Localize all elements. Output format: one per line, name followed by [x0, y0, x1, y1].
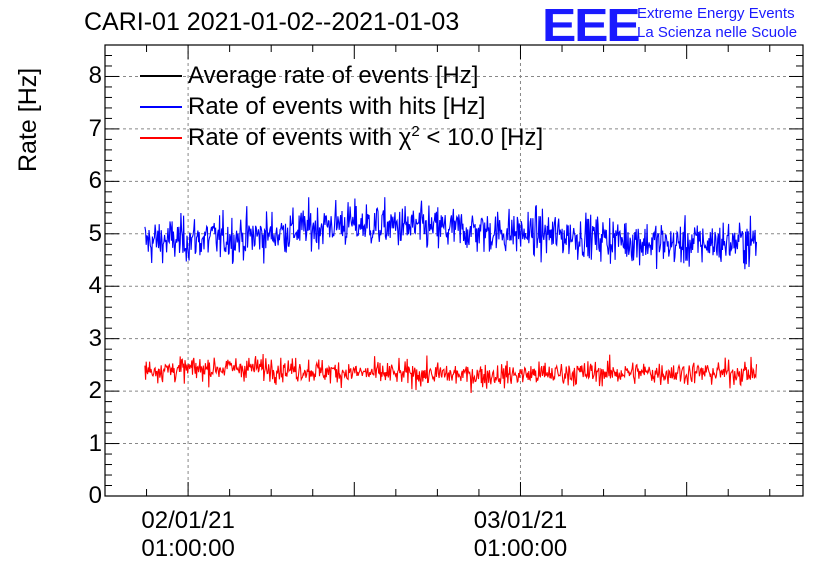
eee-logo: EEE [542, 0, 641, 51]
legend-item-average: Average rate of events [Hz] [140, 60, 543, 91]
legend-label-average: Average rate of events [Hz] [188, 61, 479, 89]
x-tick-date: 02/01/21 [141, 507, 235, 534]
x-tick-date: 03/01/21 [473, 507, 568, 534]
y-tick-label-4: 4 [88, 272, 102, 300]
x-tick-label-1: 03/01/21 01:00:00 [440, 507, 600, 563]
legend: Average rate of events [Hz] Rate of even… [140, 60, 543, 153]
series-line-1 [144, 197, 758, 270]
y-tick-label-6: 6 [88, 167, 102, 195]
y-tick-label-0: 0 [88, 482, 102, 509]
y-tick-label-1: 1 [88, 429, 102, 457]
y-tick-label-5: 5 [88, 219, 102, 247]
x-tick-time: 01:00:00 [473, 535, 568, 562]
legend-swatch-chi2 [140, 136, 182, 139]
series-line-2 [144, 353, 758, 394]
y-tick-label-7: 7 [88, 114, 102, 142]
x-tick-label-0: 02/01/21 01:00:00 [108, 507, 268, 563]
legend-swatch-average [140, 74, 182, 77]
plot-frame [104, 44, 804, 497]
y-axis-label: Rate [Hz] [14, 67, 42, 172]
y-tick-label-8: 8 [88, 62, 102, 90]
y-tick-label-2: 2 [88, 377, 102, 405]
legend-label-hits: Rate of events with hits [Hz] [188, 92, 486, 120]
y-tick-label-3: 3 [88, 324, 102, 352]
legend-label-chi2: Rate of events with χ2 < 10.0 [Hz] [188, 123, 543, 152]
legend-swatch-hits [140, 105, 182, 108]
logo-text: Extreme Energy Events La Scienza nelle S… [637, 4, 797, 42]
logo-line-1: Extreme Energy Events [637, 5, 795, 22]
legend-chi2-prefix: Rate of events with [188, 124, 399, 151]
legend-chi2-symbol: χ [398, 124, 412, 151]
x-tick-time: 01:00:00 [141, 535, 235, 562]
legend-chi2-suffix: < 10.0 [Hz] [419, 124, 544, 151]
logo-line-2: La Scienza nelle Scuole [637, 24, 798, 41]
chart-title: CARI-01 2021-01-02--2021-01-03 [84, 8, 460, 36]
legend-item-chi2: Rate of events with χ2 < 10.0 [Hz] [140, 122, 543, 153]
legend-item-hits: Rate of events with hits [Hz] [140, 91, 543, 122]
legend-chi2-sup: 2 [411, 123, 420, 140]
